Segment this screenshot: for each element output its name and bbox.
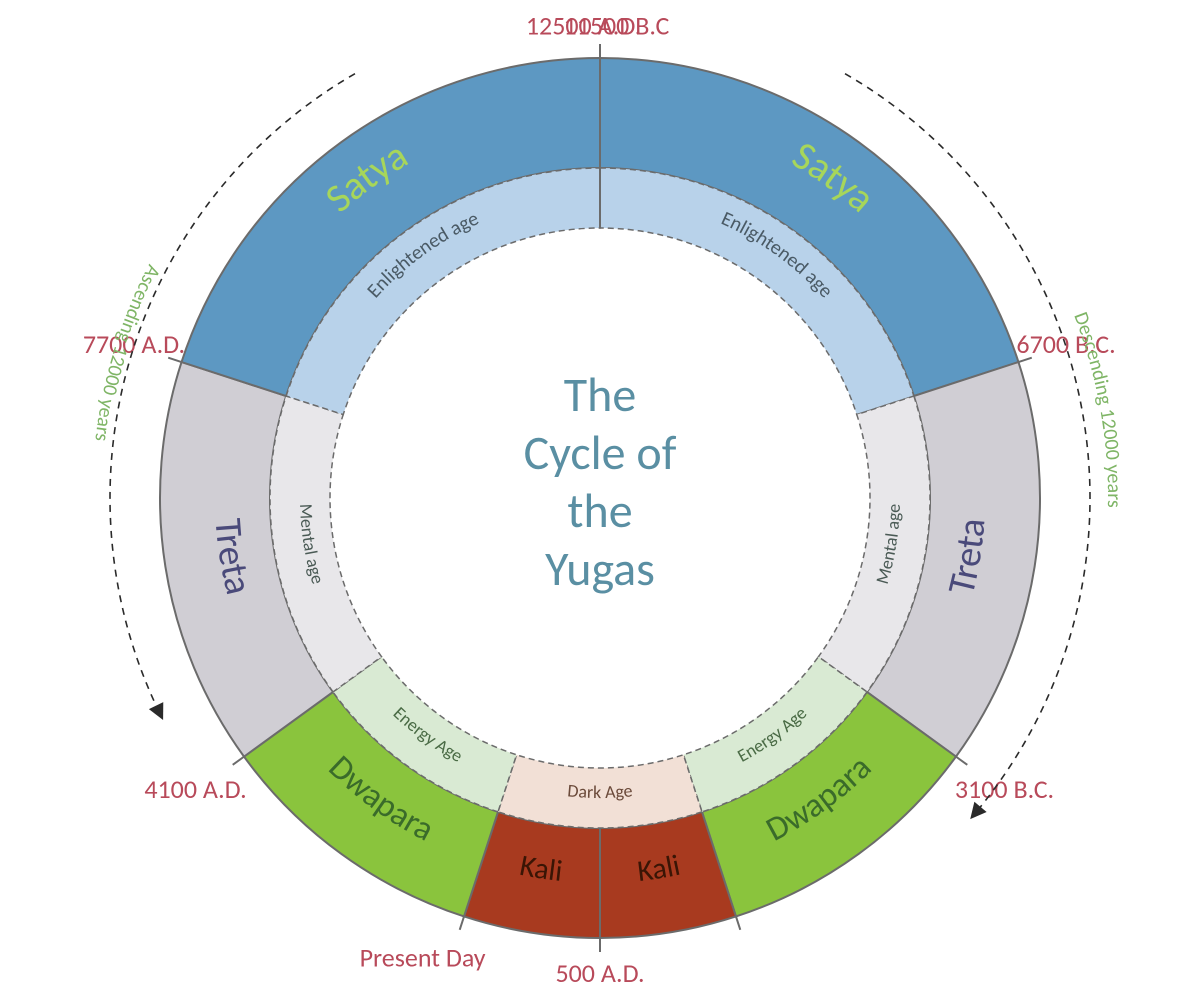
tick-234 — [233, 757, 244, 765]
center-title-line-2: the — [567, 481, 632, 540]
date-label-6: 4100 A.D. — [144, 773, 246, 805]
date-label-4: 500 A.D. — [555, 957, 644, 989]
date-label-1: 12500 A.D. — [526, 9, 641, 41]
inner-label-dark-age: Dark Age — [567, 779, 634, 803]
center-title-line-1: Cycle of — [524, 423, 677, 482]
tick-198 — [460, 916, 464, 929]
outer-label-kali-desc: Kali — [635, 847, 683, 890]
center-title-line-0: The — [564, 365, 637, 424]
date-label-3: 3100 B.C. — [955, 773, 1054, 805]
yuga-cycle-diagram: SatyaTretaDwaparaKaliKaliDwaparaTretaSat… — [0, 0, 1200, 997]
center-title-line-3: Yugas — [545, 539, 655, 598]
tick-126 — [956, 757, 967, 765]
date-label-5: Present Day — [360, 941, 486, 973]
descending-arrow-label: Descending 12000 years — [1068, 309, 1126, 508]
tick-162 — [736, 916, 740, 929]
outer-label-kali-asc: Kali — [517, 847, 565, 890]
